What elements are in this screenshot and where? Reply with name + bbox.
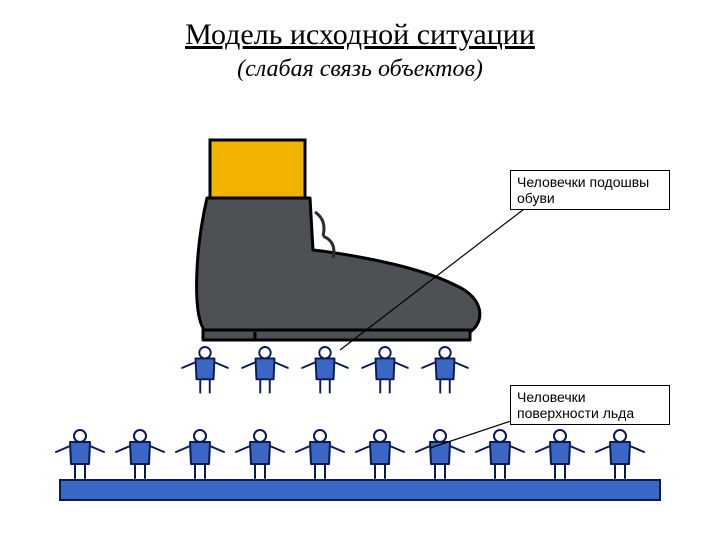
ice-figure-icon (596, 430, 644, 478)
diagram-canvas (0, 0, 720, 540)
ice-figure-icon (176, 430, 224, 478)
ice-figure-icon (296, 430, 344, 478)
ice-surface-bar (60, 480, 660, 500)
boot-icon (197, 140, 480, 340)
ice-figure-icon (236, 430, 284, 478)
sole-figure-icon (182, 347, 228, 393)
label-ice-figures: Человечки поверхности льда (510, 385, 670, 425)
ice-figure-icon (416, 430, 464, 478)
label-sole-figures: Человечки подошвы обуви (510, 170, 670, 210)
sole-figure-icon (242, 347, 288, 393)
ice-figure-icon (356, 430, 404, 478)
ice-figure-icon (116, 430, 164, 478)
ice-figure-icon (476, 430, 524, 478)
ice-figure-icon (56, 430, 104, 478)
sole-figure-icon (362, 347, 408, 393)
sole-figure-icon (302, 347, 348, 393)
sole-figure-icon (422, 347, 468, 393)
ice-figure-icon (536, 430, 584, 478)
